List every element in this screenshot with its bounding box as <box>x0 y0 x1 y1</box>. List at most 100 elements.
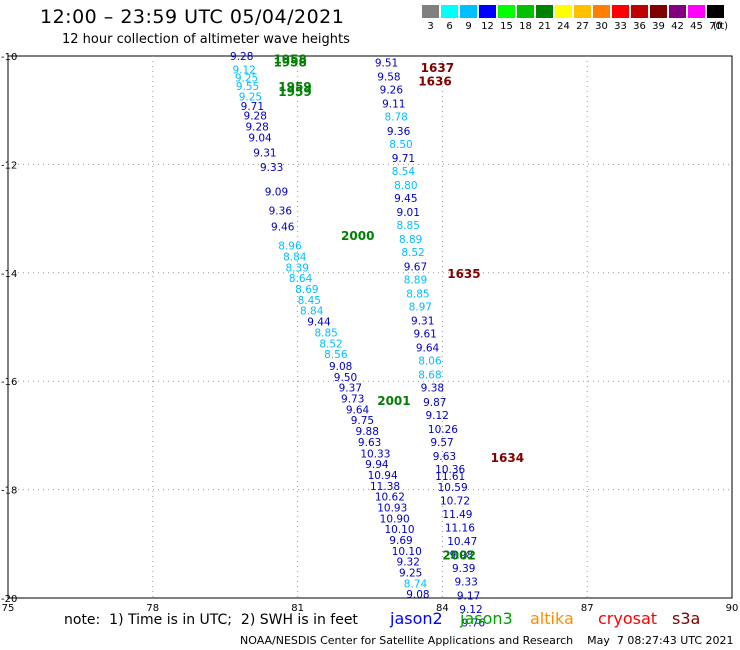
swh-value: 11.61 <box>435 471 465 483</box>
swh-value: 9.55 <box>236 81 259 93</box>
swh-value: 9.38 <box>421 383 444 395</box>
legend-label: 39 <box>652 21 665 32</box>
swh-value: 8.85 <box>406 288 429 300</box>
swh-value: 9.36 <box>269 205 293 217</box>
swh-value: 8.85 <box>397 220 420 232</box>
map-frame <box>7 55 733 599</box>
swh-value: 9.25 <box>235 73 258 85</box>
satellite-jason3: jason3 <box>460 609 513 628</box>
swh-value: 8.56 <box>324 349 348 361</box>
swh-value: 9.61 <box>413 329 436 341</box>
swh-value: 9.31 <box>253 147 276 159</box>
swh-value: 9.08 <box>329 361 352 373</box>
swh-value: 9.01 <box>397 207 420 219</box>
swh-value: 9.08 <box>406 589 429 601</box>
swh-value: 9.88 <box>356 426 379 438</box>
legend-swatch <box>536 5 553 18</box>
swh-value: 8.80 <box>394 180 417 192</box>
legend-label: 3 <box>427 21 434 32</box>
swh-value: 9.12 <box>232 65 255 77</box>
swh-value: 9.50 <box>334 372 357 384</box>
swh-value: 8.85 <box>314 327 337 339</box>
lat-tick-label: -16 <box>1 377 17 388</box>
swh-value: 9.75 <box>351 415 374 427</box>
swh-value: 10.59 <box>438 482 468 494</box>
legend-swatch <box>422 5 439 18</box>
swh-value: 9.12 <box>426 410 449 422</box>
legend-swatch <box>593 5 610 18</box>
legend-swatch <box>688 5 705 18</box>
swh-value: 9.46 <box>271 222 295 234</box>
swh-value: 9.25 <box>239 92 262 104</box>
legend-unit: (ft) <box>713 21 729 32</box>
legend-label: 30 <box>595 21 608 32</box>
swh-value: 8.64 <box>289 273 313 285</box>
time-label: 1637 <box>421 61 454 75</box>
legend-label: 42 <box>671 21 684 32</box>
swh-value: 10.26 <box>428 424 458 436</box>
swh-value: 9.45 <box>394 193 417 205</box>
swh-value: 11.49 <box>442 509 472 521</box>
swh-value: 9.67 <box>404 261 427 273</box>
legend-swatch <box>460 5 477 18</box>
swh-value: 10.36 <box>435 464 465 476</box>
lat-tick-label: -20 <box>1 594 17 605</box>
legend-label: 9 <box>465 21 472 32</box>
swh-value: 8.89 <box>404 274 427 286</box>
legend-label: 6 <box>446 21 453 32</box>
satellite-cryosat: cryosat <box>598 609 658 628</box>
legend-swatch <box>612 5 629 18</box>
swh-value: 11.16 <box>445 523 475 535</box>
lon-tick-label: 90 <box>726 603 739 614</box>
swh-value: 9.87 <box>423 397 446 409</box>
legend-swatch <box>631 5 648 18</box>
swh-value: 9.51 <box>375 58 398 70</box>
swh-value: 9.71 <box>392 153 415 165</box>
swh-value: 8.84 <box>283 252 307 264</box>
swh-value: 9.39 <box>452 563 475 575</box>
swh-value: 9.36 <box>387 126 411 138</box>
legend-label: 18 <box>519 21 532 32</box>
swh-value: 9.09 <box>265 187 288 199</box>
legend-swatch <box>650 5 667 18</box>
swh-value: 9.64 <box>416 343 440 355</box>
swh-value: 10.33 <box>360 448 390 460</box>
swh-value: 10.72 <box>440 495 470 507</box>
swh-value: 9.12 <box>459 604 482 616</box>
lon-tick-label: 87 <box>581 603 594 614</box>
satellite-altika: altika <box>530 609 574 628</box>
lat-tick-label: -12 <box>1 160 17 171</box>
swh-value: 10.94 <box>368 470 398 482</box>
legend-swatch <box>441 5 458 18</box>
swh-value: 10.90 <box>380 513 410 525</box>
time-label: 1959 <box>278 85 311 99</box>
swh-value: 9.17 <box>457 590 480 602</box>
legend-swatch <box>574 5 591 18</box>
swh-value: 8.89 <box>399 234 422 246</box>
swh-value: 9.63 <box>433 451 456 463</box>
swh-value: 9.31 <box>411 315 434 327</box>
swh-value: 10.10 <box>392 546 422 558</box>
legend-label: 27 <box>576 21 589 32</box>
swh-value: 9.69 <box>389 535 412 547</box>
swh-value: 8.68 <box>418 370 441 382</box>
legend-label: 21 <box>538 21 551 32</box>
swh-value: 9.57 <box>430 437 453 449</box>
swh-value: 8.52 <box>401 247 424 259</box>
time-label: 2000 <box>341 229 374 243</box>
lon-tick-label: 75 <box>2 603 15 614</box>
swh-value: 9.73 <box>341 394 364 406</box>
swh-value: 8.78 <box>384 112 407 124</box>
credit-line: NOAA/NESDIS Center for Satellite Applica… <box>240 634 734 647</box>
swh-value: 9.28 <box>244 111 267 123</box>
legend-label: 33 <box>614 21 627 32</box>
time-label: 2002 <box>442 549 475 563</box>
swh-value: 8.39 <box>286 262 309 274</box>
swh-value: 9.04 <box>248 132 272 144</box>
swh-value: 9.58 <box>377 72 400 84</box>
swh-value: 9.32 <box>397 557 420 569</box>
satellite-jason2: jason2 <box>390 609 443 628</box>
swh-value: 10.10 <box>384 524 414 536</box>
swh-value: 9.37 <box>339 383 362 395</box>
time-label: 1958 <box>273 53 306 67</box>
